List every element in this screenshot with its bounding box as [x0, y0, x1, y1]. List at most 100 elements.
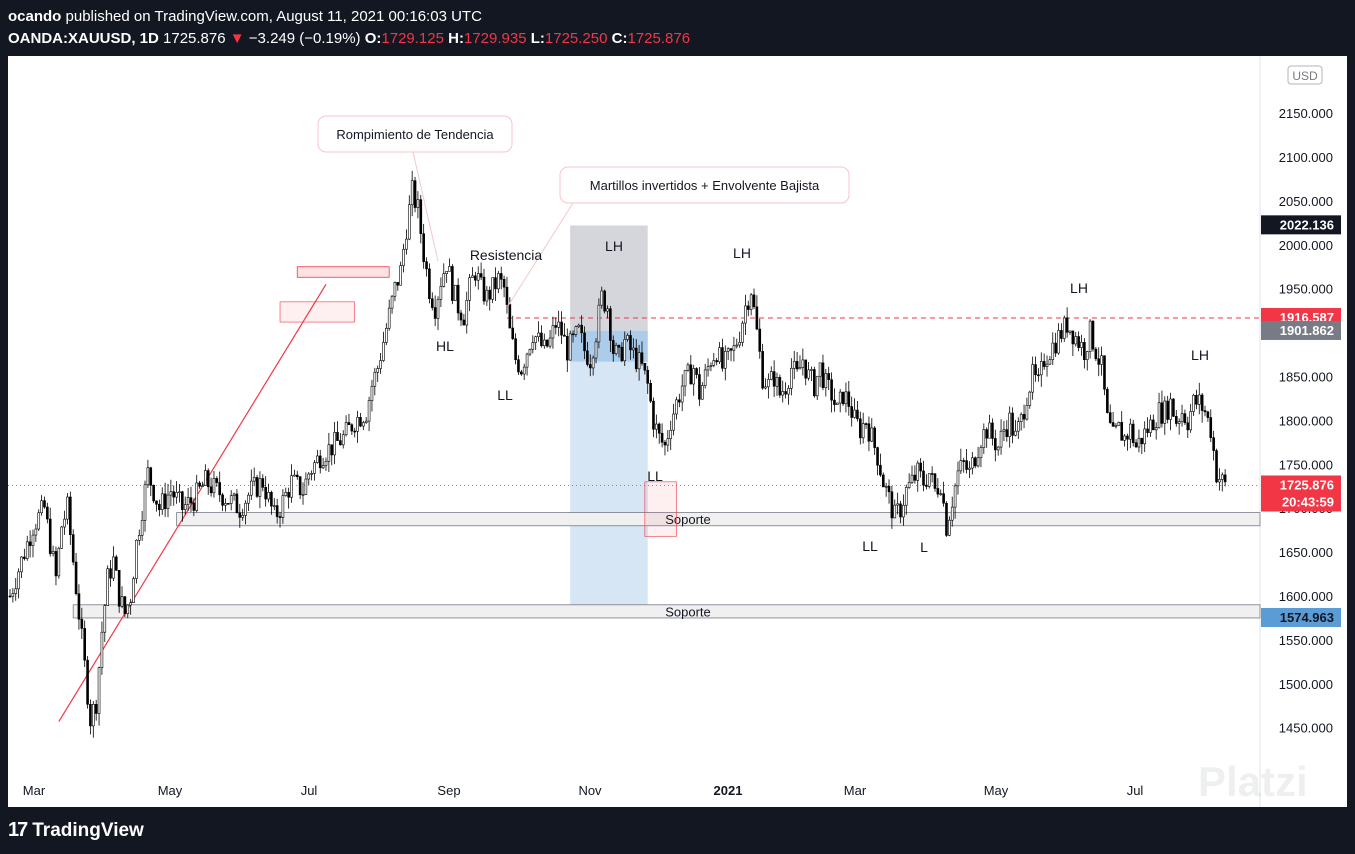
candle — [807, 362, 810, 381]
candle — [1192, 393, 1195, 416]
candle — [873, 426, 876, 455]
candle-body — [738, 342, 741, 346]
candle-body — [758, 328, 762, 352]
candle-body — [517, 359, 520, 373]
candle — [591, 355, 595, 376]
candle-body — [560, 321, 563, 336]
candle-body — [502, 278, 506, 288]
resistance-box — [296, 266, 390, 278]
candle-body — [103, 605, 107, 633]
candle-body — [557, 321, 560, 328]
candle-body — [701, 385, 704, 400]
candle-body — [1085, 351, 1089, 360]
candle-body — [505, 286, 509, 305]
candle — [1200, 392, 1204, 423]
candle-body — [603, 290, 606, 312]
candle — [1094, 346, 1098, 362]
candle — [485, 285, 489, 306]
candle-body — [856, 409, 859, 420]
candle — [1137, 429, 1141, 453]
candle — [784, 382, 787, 399]
candle-body — [324, 460, 328, 466]
candle-body — [1220, 474, 1224, 480]
candle — [669, 420, 673, 451]
candle-body — [459, 312, 463, 321]
candle — [646, 366, 650, 394]
candle — [505, 276, 509, 314]
candle — [701, 382, 704, 400]
candle-body — [712, 360, 716, 366]
candle — [238, 503, 242, 528]
callout-box — [317, 115, 513, 153]
candle — [28, 530, 32, 558]
candle — [270, 490, 273, 515]
callout-text: Martillos invertidos + Envolvente Bajist… — [590, 178, 820, 193]
support-label: Soporte — [665, 604, 711, 619]
candle — [1163, 396, 1167, 435]
candle-body — [876, 447, 879, 466]
candle-body — [772, 371, 776, 387]
candle-body — [48, 518, 52, 554]
tradingview-logo[interactable]: 17 TradingView — [8, 819, 144, 842]
candle-body — [359, 417, 362, 427]
y-tick-label: 2050.000 — [1279, 194, 1333, 209]
candle — [899, 500, 902, 524]
candle-body — [284, 492, 288, 496]
candle-body — [534, 336, 537, 343]
candle — [893, 499, 897, 519]
candle — [953, 483, 957, 519]
candle — [996, 445, 1000, 456]
publisher-name[interactable]: ocando — [8, 8, 62, 25]
candle — [815, 375, 819, 400]
candle — [94, 699, 98, 721]
candle-body — [1045, 363, 1049, 367]
y-tick-label: 1650.000 — [1279, 545, 1333, 560]
candle — [235, 489, 239, 514]
candle-body — [637, 352, 641, 370]
candle-body — [1014, 430, 1017, 436]
candle-body — [1002, 429, 1006, 432]
candle-body — [666, 438, 670, 446]
symbol-label[interactable]: OANDA:XAUUSD, 1D — [8, 30, 159, 47]
candle — [430, 292, 434, 311]
candle — [149, 466, 153, 497]
x-tick-label: Jul — [301, 783, 318, 798]
candle — [787, 385, 790, 405]
candle-body — [881, 474, 885, 488]
pattern-label: L — [920, 539, 928, 555]
candle — [1062, 315, 1066, 342]
candle-body — [1200, 394, 1204, 411]
candle-body — [100, 631, 104, 668]
candle-body — [485, 289, 489, 302]
candle-body — [158, 503, 161, 510]
candle — [267, 483, 270, 503]
candle-body — [264, 487, 267, 500]
y-tick-label: 1950.000 — [1279, 282, 1333, 297]
candle-body — [1091, 320, 1095, 350]
candle — [927, 473, 931, 489]
candle-body — [528, 349, 532, 355]
candle-body — [991, 422, 994, 439]
candle-body — [695, 368, 698, 375]
candle — [474, 271, 477, 287]
candle — [1126, 433, 1129, 451]
candle — [1042, 353, 1046, 370]
candle — [881, 472, 885, 488]
candle — [732, 336, 736, 362]
y-tick-label: 1450.000 — [1279, 721, 1333, 736]
candle — [1157, 392, 1161, 429]
candle — [586, 341, 589, 367]
candle-body — [861, 423, 865, 439]
pattern-label: Resistencia — [470, 247, 543, 263]
chart-area[interactable]: Soporte Soporte Rompimiento de Tendencia M… — [8, 56, 1347, 807]
candle-body — [1114, 425, 1118, 427]
candle-body — [442, 273, 446, 287]
candle — [189, 486, 193, 512]
candle-body — [456, 284, 460, 314]
candle-body — [629, 335, 632, 351]
candle — [723, 345, 727, 381]
candle — [767, 373, 770, 399]
chart-header: ocando published on TradingView.com, Aug… — [0, 0, 1355, 56]
candle — [810, 366, 813, 382]
